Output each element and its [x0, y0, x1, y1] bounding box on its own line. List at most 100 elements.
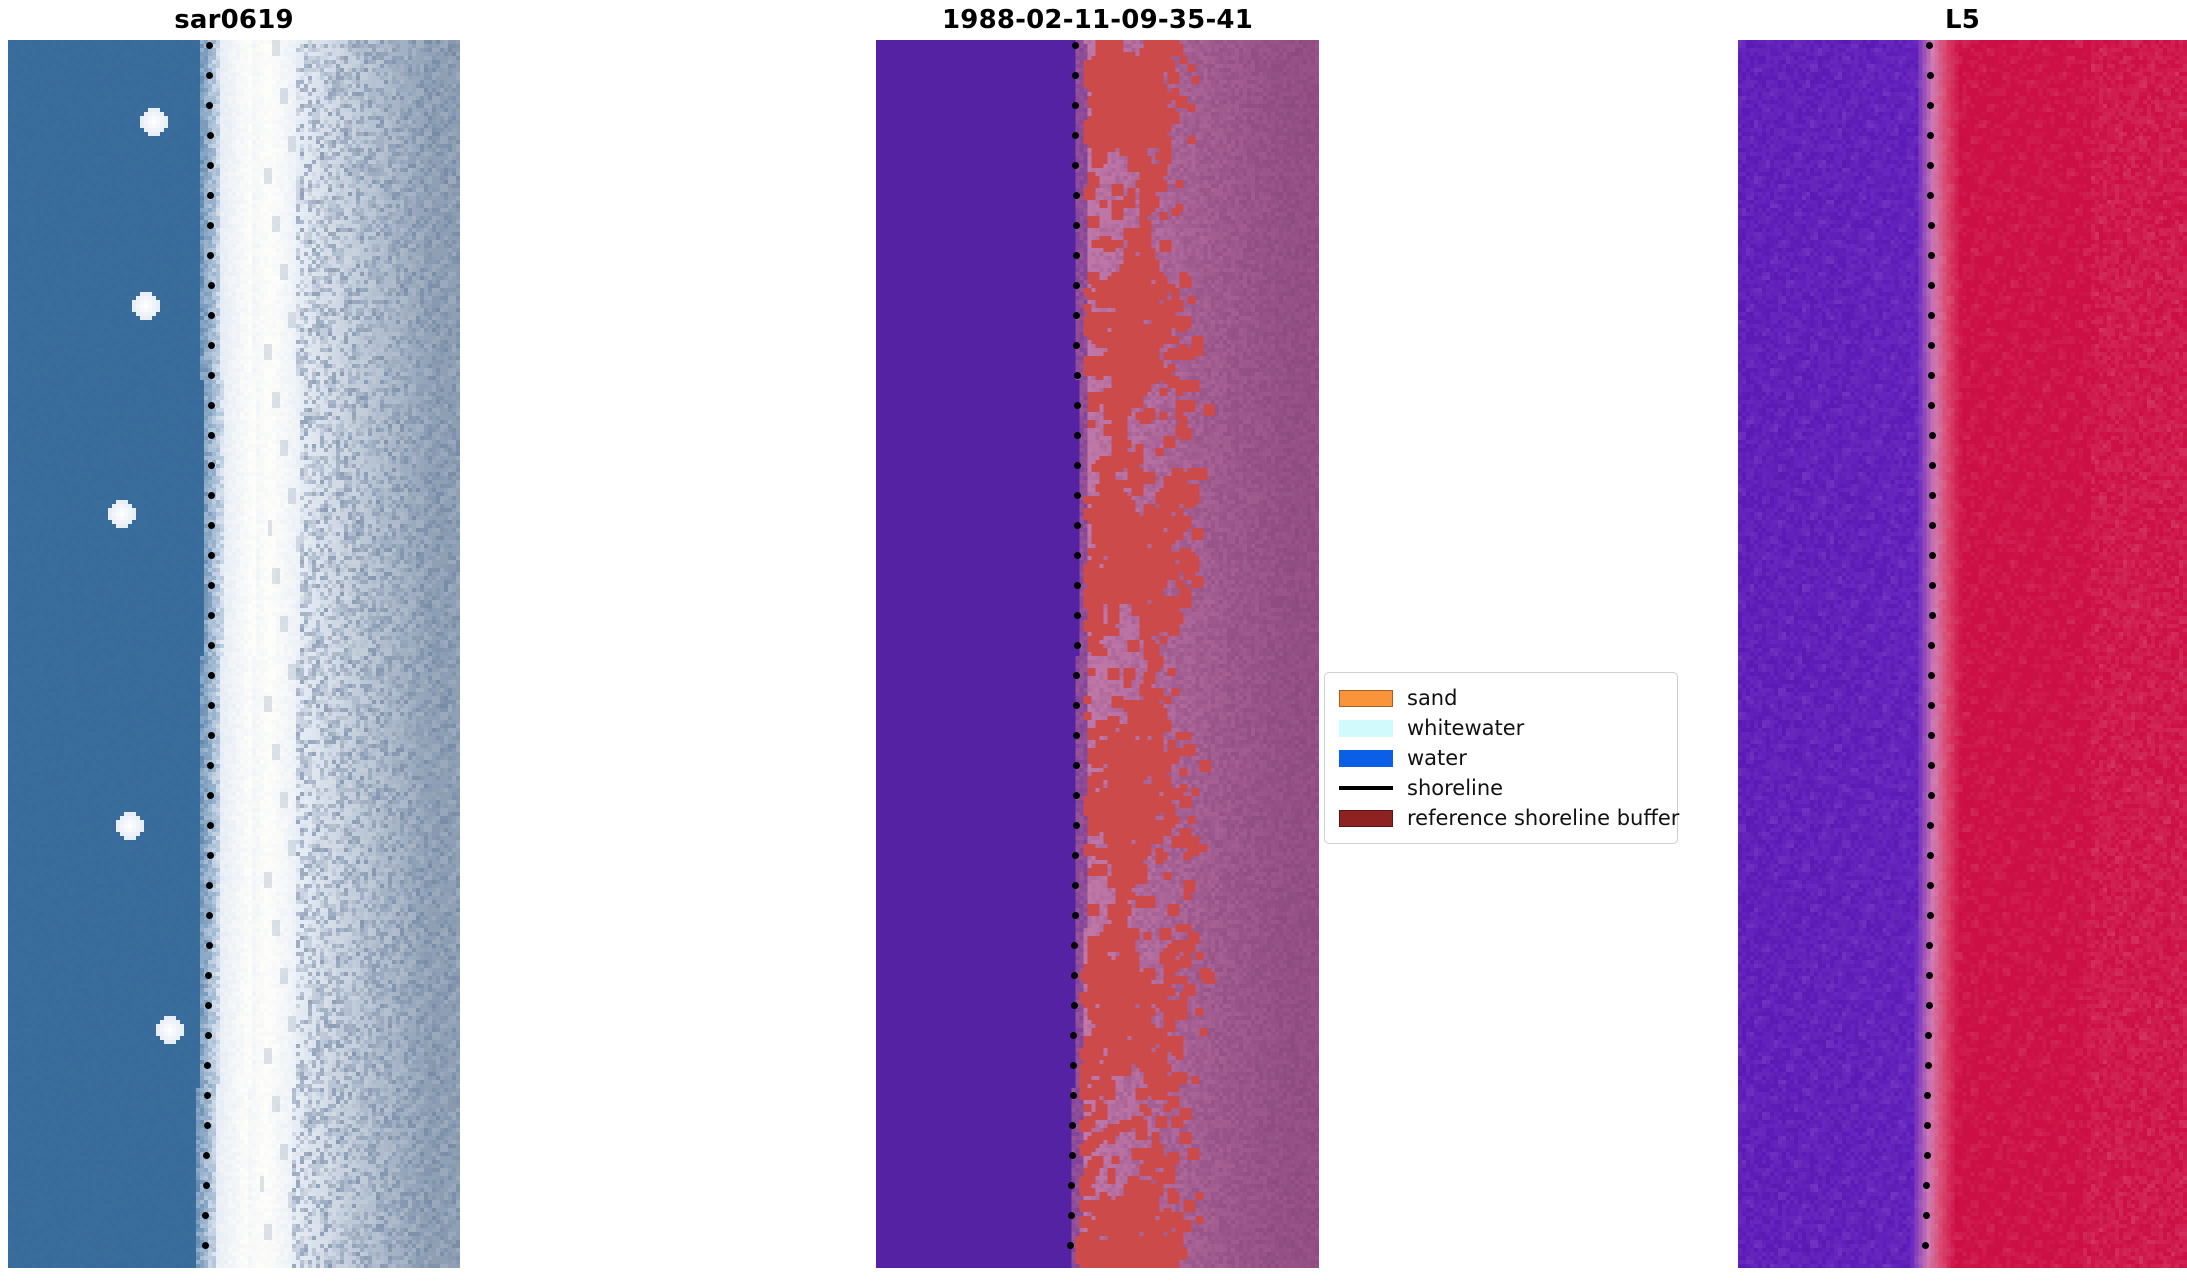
shoreline-dot [1926, 72, 1934, 79]
legend-item-reference-buffer: reference shoreline buffer [1339, 803, 1679, 833]
shoreline-dot [1926, 882, 1934, 889]
shoreline-dot [1925, 972, 1933, 979]
shoreline-dot [1072, 822, 1080, 829]
l5-panel: L5 [1738, 0, 2187, 1283]
shoreline-dot [1927, 192, 1935, 199]
legend-item-sand: sand [1339, 683, 1665, 713]
shoreline-dot [1927, 252, 1935, 259]
sar-panel-axes[interactable] [8, 40, 460, 1268]
shoreline-overlay-sar [201, 40, 216, 1268]
shoreline-dot [1926, 942, 1934, 949]
shoreline-dot [1070, 1032, 1078, 1039]
shoreline-dot [1073, 732, 1081, 739]
shoreline-dot [205, 1002, 213, 1009]
shoreline-dot [1072, 792, 1080, 799]
shoreline-line-swatch [1339, 786, 1393, 790]
shoreline-dot [1926, 912, 1934, 919]
shoreline-dot [206, 882, 214, 889]
shoreline-dot [1069, 1122, 1077, 1129]
shoreline-dot [1927, 822, 1935, 829]
sar-panel-title: sar0619 [174, 5, 294, 35]
shoreline-dot [1928, 432, 1936, 439]
classified-panel-title: 1988-02-11-09-35-41 [941, 5, 1254, 35]
shoreline-dot [208, 522, 216, 529]
shoreline-dot [206, 852, 214, 859]
shoreline-dot [1928, 672, 1936, 679]
shoreline-dot [1072, 132, 1080, 139]
classified-raster [876, 40, 1319, 1268]
shoreline-dot [207, 762, 215, 769]
shoreline-dot [207, 282, 215, 289]
shoreline-dot [1071, 72, 1079, 79]
shoreline-dot [1924, 1092, 1932, 1099]
shoreline-dot [207, 252, 215, 259]
legend-item-water: water [1339, 743, 1665, 773]
legend-label-reference-buffer: reference shoreline buffer [1407, 806, 1680, 830]
shoreline-dot [1928, 732, 1936, 739]
shoreline-dot [1073, 462, 1081, 469]
legend-label-water: water [1407, 746, 1467, 770]
shoreline-dot [207, 702, 215, 709]
shoreline-dot [1073, 762, 1080, 769]
shoreline-dot [1072, 852, 1080, 859]
shoreline-dot [208, 492, 216, 499]
shoreline-dot [1923, 1182, 1931, 1189]
l5-panel-title: L5 [1944, 5, 1981, 35]
shoreline-dot [1073, 642, 1081, 649]
shoreline-dot [1072, 102, 1080, 109]
shoreline-dot [1073, 282, 1081, 289]
shoreline-dot [207, 192, 215, 199]
shoreline-dot [1927, 162, 1935, 169]
shoreline-dot [1923, 1122, 1931, 1129]
shoreline-dot [203, 1152, 211, 1159]
shoreline-dot [1071, 912, 1079, 919]
shoreline-dot [201, 1242, 209, 1249]
shoreline-dot [1072, 192, 1080, 199]
shoreline-dot [207, 342, 215, 349]
shoreline-dot [1927, 852, 1935, 859]
shoreline-dot [1067, 1212, 1075, 1219]
sar-raster [8, 40, 460, 1268]
legend-item-whitewater: whitewater [1339, 713, 1665, 743]
shoreline-dot [1072, 222, 1080, 229]
shoreline-dot [1926, 102, 1934, 109]
shoreline-dot [1925, 1002, 1933, 1009]
shoreline-dot [1927, 762, 1935, 769]
shoreline-dot [204, 1062, 212, 1069]
shoreline-dot [1928, 462, 1936, 469]
shoreline-dot [202, 1212, 210, 1219]
shoreline-dot [1073, 492, 1081, 499]
shoreline-dot [1928, 702, 1936, 709]
shoreline-dot [206, 822, 214, 829]
legend-item-shoreline: shoreline [1339, 773, 1665, 803]
shoreline-dot [203, 1092, 211, 1099]
shoreline-dot [207, 372, 215, 379]
water-color-swatch [1339, 749, 1393, 767]
shoreline-dot [1071, 42, 1079, 49]
shoreline-dot [1922, 1212, 1930, 1219]
legend-label-whitewater: whitewater [1407, 716, 1525, 740]
shoreline-dot [207, 672, 215, 679]
shoreline-dot [1069, 1092, 1077, 1099]
shoreline-dot [1073, 522, 1081, 529]
shoreline-dot [206, 162, 214, 169]
shoreline-dot [208, 462, 216, 469]
classified-panel-axes[interactable] [876, 40, 1319, 1268]
l5-panel-axes[interactable] [1738, 40, 2187, 1268]
shoreline-dot [202, 1182, 210, 1189]
classified-panel: 1988-02-11-09-35-41 [876, 0, 1319, 1283]
shoreline-dot [205, 942, 213, 949]
shoreline-dot [1928, 642, 1936, 649]
shoreline-dot [1073, 702, 1081, 709]
shoreline-dot [1924, 1062, 1932, 1069]
shoreline-overlay-l5 [1922, 40, 1936, 1268]
shoreline-dot [206, 72, 214, 79]
shoreline-dot [1073, 672, 1081, 679]
shoreline-dot [1073, 312, 1081, 319]
shoreline-dot [1923, 1152, 1931, 1159]
legend-label-shoreline: shoreline [1407, 776, 1504, 800]
shoreline-dot [1928, 552, 1936, 559]
shoreline-dot [1073, 372, 1081, 379]
shoreline-dot [1068, 1152, 1076, 1159]
